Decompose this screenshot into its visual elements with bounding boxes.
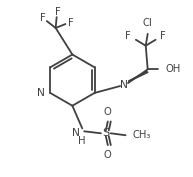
Text: OH: OH [165,64,181,74]
Text: N: N [37,88,45,98]
Text: F: F [68,18,73,28]
Text: F: F [161,31,166,41]
Text: N: N [72,128,80,138]
Text: F: F [125,31,131,41]
Text: S: S [102,128,109,138]
Text: O: O [104,150,112,160]
Text: F: F [40,13,46,23]
Text: CH₃: CH₃ [132,130,151,140]
Text: H: H [79,136,86,146]
Text: F: F [55,7,60,17]
Text: N: N [120,80,128,90]
Text: Cl: Cl [143,18,153,28]
Text: O: O [104,107,112,116]
